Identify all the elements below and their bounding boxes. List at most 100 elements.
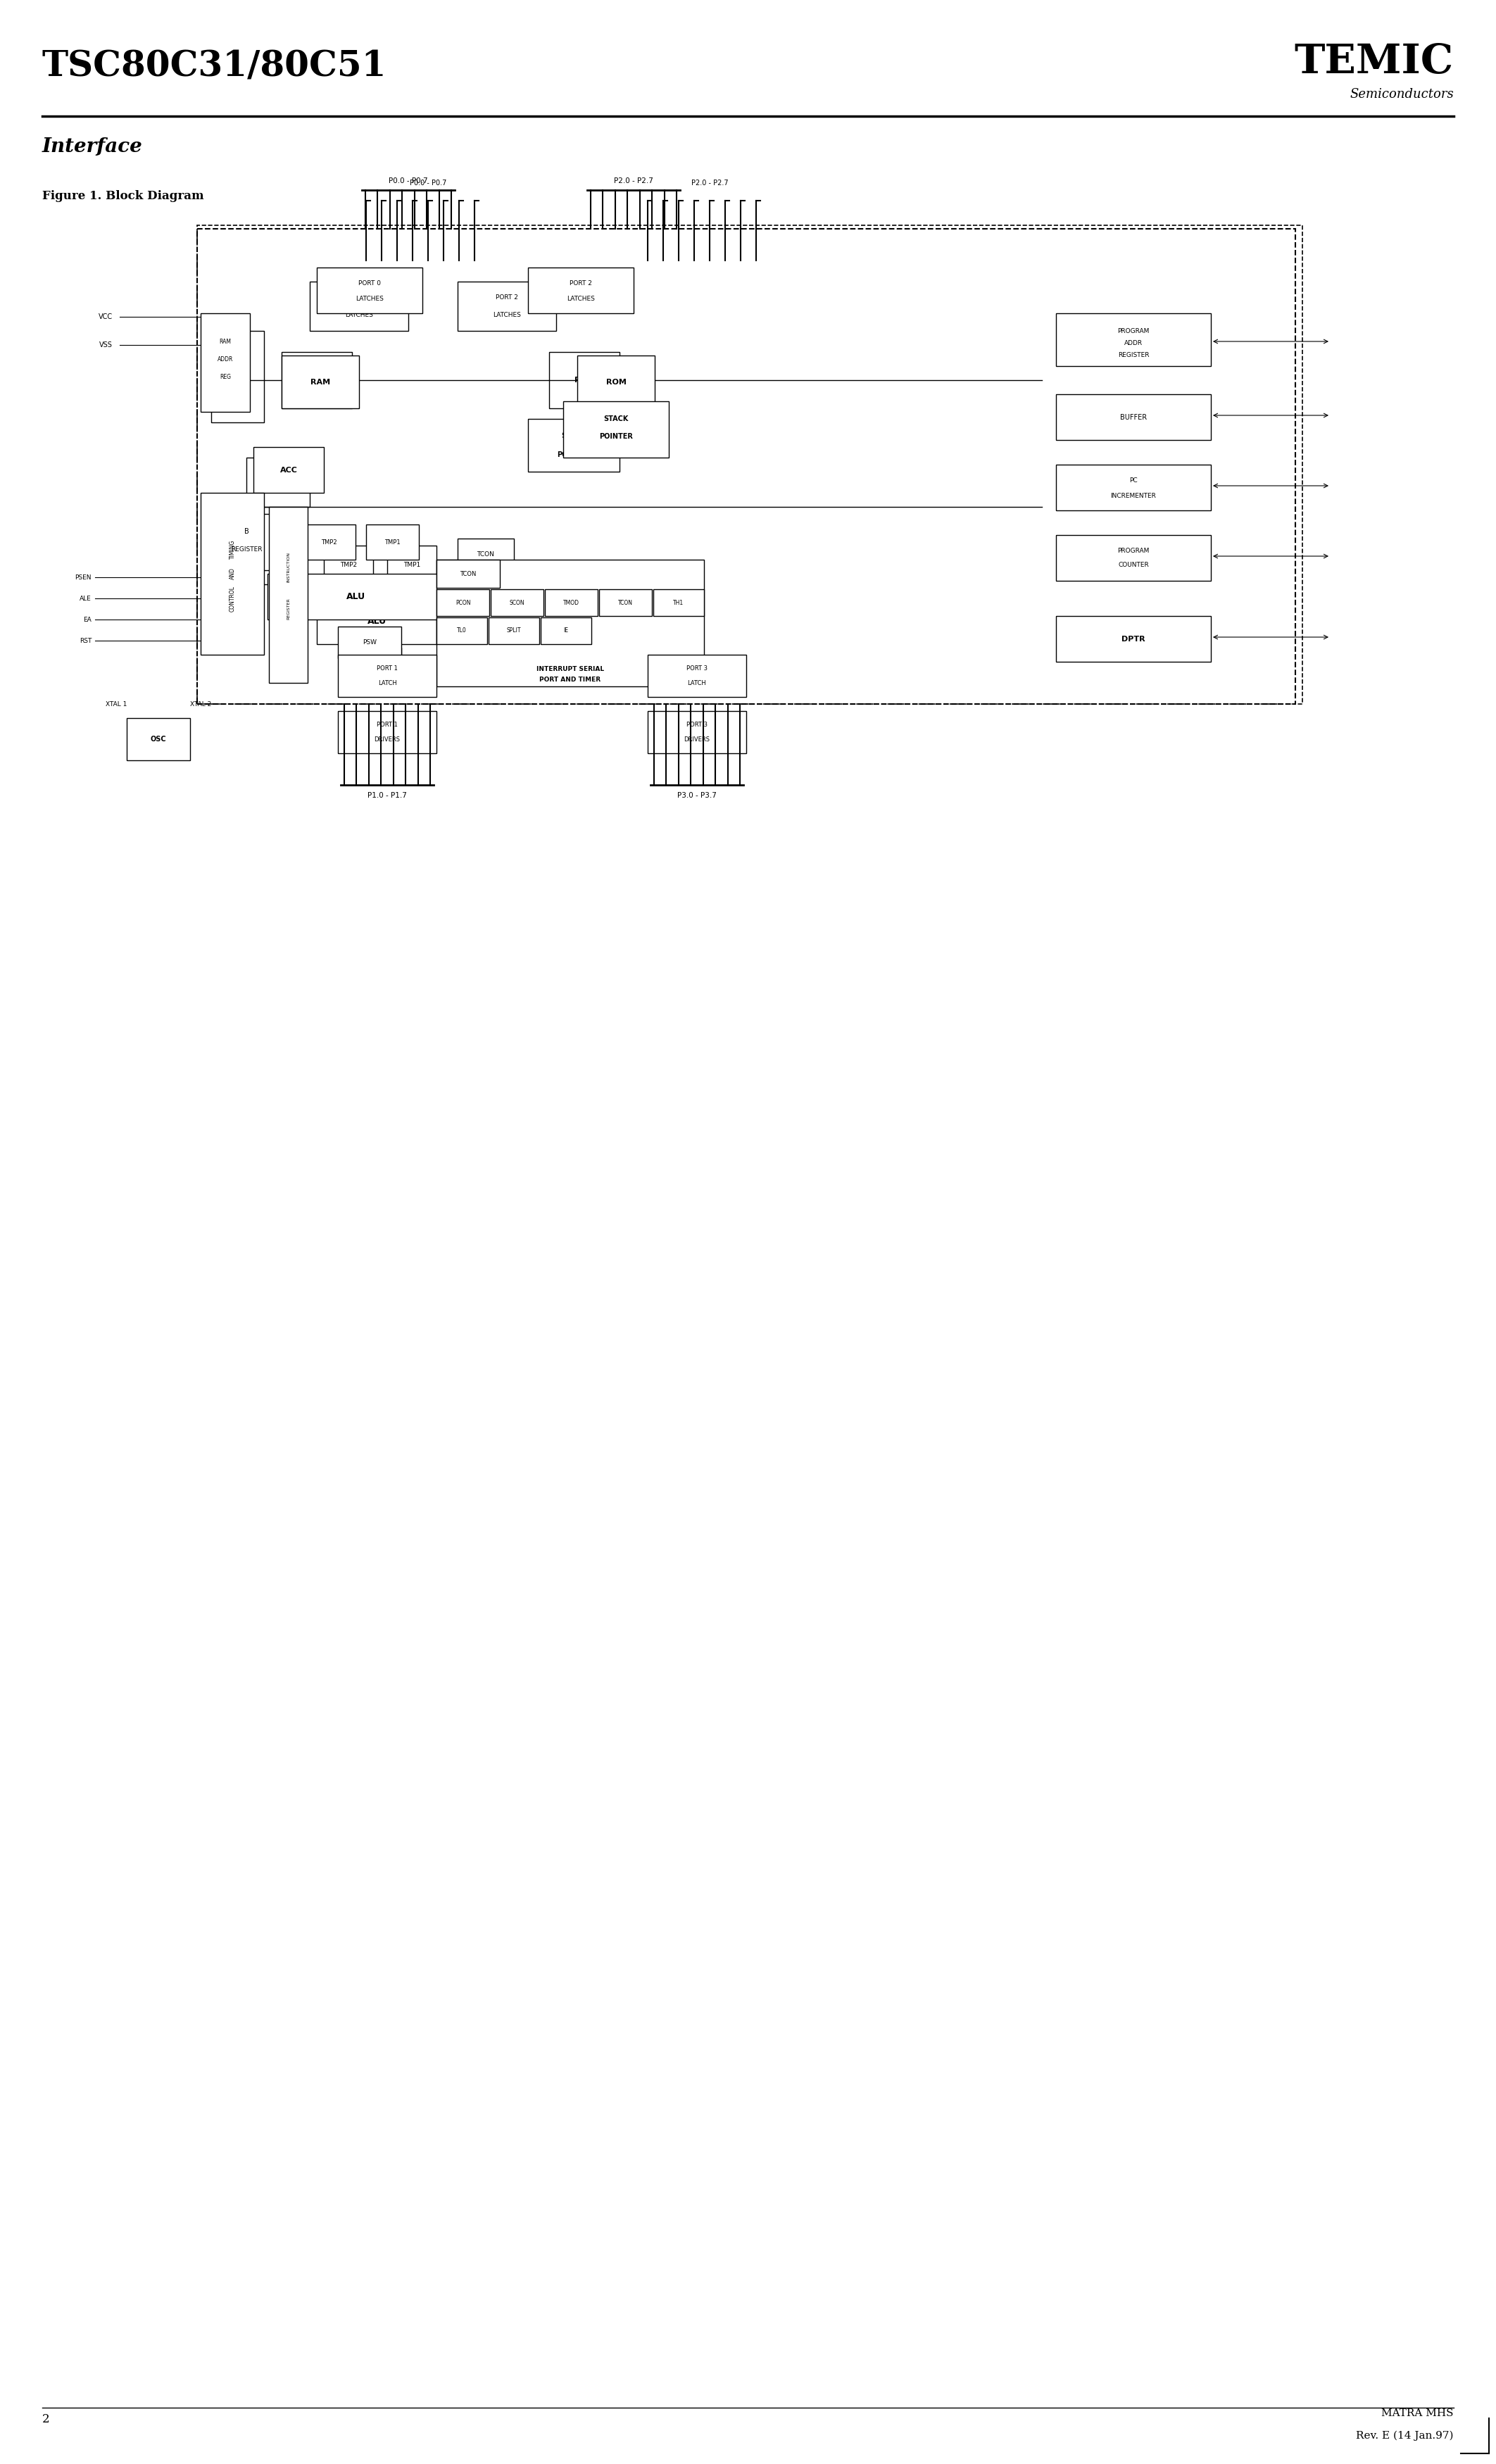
Bar [437,559,705,687]
Text: PORT 0: PORT 0 [347,296,371,301]
Text: RST: RST [79,638,91,643]
Text: TIMING: TIMING [229,540,235,559]
Text: TMP2: TMP2 [322,540,337,545]
Bar [458,281,557,330]
Text: OSC: OSC [151,737,166,742]
Bar [458,643,503,673]
Text: ALE: ALE [79,596,91,601]
Bar [268,574,443,618]
Text: TSC80C31/80C51: TSC80C31/80C51 [42,49,387,84]
Text: STACK: STACK [561,434,586,439]
Text: REGISTER: REGISTER [1118,352,1149,357]
Bar [247,458,310,508]
Text: ADDR: ADDR [230,375,245,379]
Text: TMP1: TMP1 [384,540,401,545]
Bar [1056,616,1210,663]
Bar [211,330,263,421]
Bar [557,643,601,673]
Text: TCON: TCON [459,572,476,577]
Bar [367,525,419,559]
Text: PORT 1: PORT 1 [377,665,398,673]
Text: PSW: PSW [362,638,377,646]
Text: VSS: VSS [99,342,112,347]
Text: PORT 0: PORT 0 [359,281,381,286]
Bar [437,589,489,616]
Bar [1056,535,1210,582]
Bar [654,589,705,616]
Text: LATCHES: LATCHES [492,310,521,318]
Bar [281,352,352,409]
Bar [253,446,323,493]
Text: AND: AND [229,567,235,579]
Bar [458,569,655,673]
Text: DRIVERS: DRIVERS [374,737,401,742]
Text: MATRA MHS: MATRA MHS [1382,2407,1454,2417]
Bar [211,525,275,584]
Text: B: B [241,540,245,547]
Bar [338,712,437,754]
Bar [437,618,488,643]
Text: ROM: ROM [574,377,594,384]
Text: PORT 3: PORT 3 [687,665,708,673]
Text: LATCHES: LATCHES [346,310,373,318]
Text: INTERRUPT SERIAL: INTERRUPT SERIAL [537,665,604,673]
Text: SCON: SCON [510,599,525,606]
Text: B: B [244,527,248,535]
Text: LATCH: LATCH [688,680,706,685]
Bar [317,269,422,313]
Bar [648,655,747,697]
Text: TH1: TH1 [673,599,684,606]
Bar [1056,466,1210,510]
Text: REG: REG [220,375,230,379]
Text: ALU: ALU [367,616,386,626]
Text: POINTER: POINTER [557,451,591,458]
Text: Figure 1. Block Diagram: Figure 1. Block Diagram [42,190,203,202]
Text: IE: IE [576,655,582,660]
Text: IE: IE [564,628,568,633]
Bar [577,355,655,409]
Text: TMOD: TMOD [562,599,579,606]
Text: PORT AND TIMER: PORT AND TIMER [530,618,583,623]
Bar [269,508,308,683]
Bar [197,224,1303,705]
Text: XTAL 1: XTAL 1 [105,702,127,707]
Text: SPLIT: SPLIT [522,655,537,660]
Bar [352,648,401,675]
Text: PROGRAM: PROGRAM [1118,547,1149,554]
Text: ACC: ACC [269,478,287,485]
Text: P2.0 - P2.7: P2.0 - P2.7 [691,180,729,187]
Text: PROGRAM: PROGRAM [1118,328,1149,335]
Text: CONTROL: CONTROL [229,586,235,611]
Text: TEMIC: TEMIC [1294,42,1454,81]
Text: P1.0 - P1.7: P1.0 - P1.7 [368,791,407,798]
Text: TL0: TL0 [456,628,467,633]
Text: VCC: VCC [99,313,112,320]
Text: TCON: TCON [477,552,495,557]
Bar [310,281,408,330]
Text: PORT AND TIMER: PORT AND TIMER [540,675,601,683]
Text: PSEN: PSEN [75,574,91,582]
Bar [491,589,543,616]
Bar [387,545,437,584]
Bar [1056,394,1210,441]
Bar [437,559,500,589]
Text: PSW: PSW [370,658,384,665]
Text: DPTR: DPTR [1122,636,1146,643]
Bar [549,352,619,409]
Text: LATCHES: LATCHES [567,296,595,303]
Text: SPLIT: SPLIT [507,628,521,633]
Text: P0.0 - P0.7: P0.0 - P0.7 [389,177,428,185]
Bar [545,589,598,616]
Bar [338,626,401,658]
Text: REGISTER: REGISTER [230,547,262,552]
Bar [338,655,437,697]
Text: STACK: STACK [603,416,628,421]
Bar [211,515,281,569]
Text: 2: 2 [42,2412,49,2425]
Bar [197,229,1296,705]
Text: TL0: TL0 [476,655,485,660]
Bar [540,618,591,643]
Text: REGISTER: REGISTER [287,599,290,621]
Text: P2.0 - P2.7: P2.0 - P2.7 [613,177,654,185]
Text: Rev. E (14 Jan.97): Rev. E (14 Jan.97) [1357,2430,1454,2442]
